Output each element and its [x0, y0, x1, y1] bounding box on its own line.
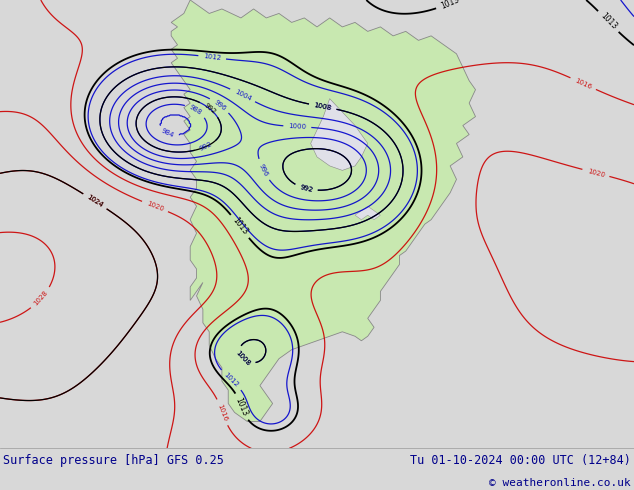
- Text: 1013: 1013: [230, 216, 249, 237]
- Text: 992: 992: [198, 141, 213, 152]
- Text: 1024: 1024: [86, 194, 104, 209]
- Text: 1013: 1013: [439, 0, 460, 11]
- Polygon shape: [171, 0, 476, 421]
- Text: 1012: 1012: [223, 371, 240, 389]
- Text: 1020: 1020: [146, 200, 164, 213]
- Text: 1008: 1008: [235, 350, 251, 367]
- Text: 1016: 1016: [574, 77, 593, 90]
- Text: 1008: 1008: [313, 102, 332, 111]
- Text: 1000: 1000: [288, 123, 306, 130]
- Polygon shape: [311, 98, 368, 171]
- Text: 1008: 1008: [235, 350, 251, 367]
- Text: 1013: 1013: [598, 12, 618, 31]
- Text: 1020: 1020: [586, 168, 605, 178]
- Text: 1024: 1024: [86, 194, 104, 209]
- Polygon shape: [355, 206, 380, 220]
- Text: 1013: 1013: [233, 396, 249, 417]
- Text: 1028: 1028: [33, 290, 49, 307]
- Text: 988: 988: [188, 104, 203, 116]
- Text: 1008: 1008: [313, 102, 332, 111]
- Text: Surface pressure [hPa] GFS 0.25: Surface pressure [hPa] GFS 0.25: [3, 454, 224, 467]
- Text: © weatheronline.co.uk: © weatheronline.co.uk: [489, 477, 631, 488]
- Text: Tu 01-10-2024 00:00 UTC (12+84): Tu 01-10-2024 00:00 UTC (12+84): [410, 454, 631, 467]
- Text: 996: 996: [257, 163, 269, 177]
- Text: 984: 984: [160, 127, 175, 139]
- Text: 1016: 1016: [216, 403, 228, 422]
- Text: 992: 992: [202, 102, 217, 115]
- Text: 992: 992: [299, 184, 313, 193]
- Text: 996: 996: [212, 98, 227, 112]
- Text: 992: 992: [299, 184, 313, 193]
- Text: 1004: 1004: [233, 89, 252, 102]
- Text: 1012: 1012: [203, 53, 221, 61]
